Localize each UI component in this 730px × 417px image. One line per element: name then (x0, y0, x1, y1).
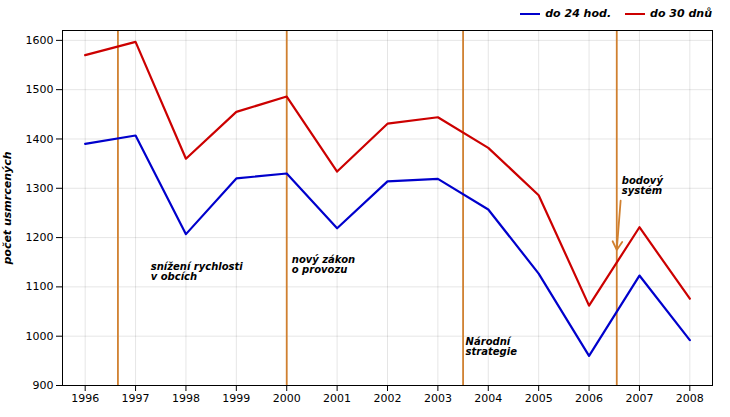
svg-text:1100: 1100 (26, 280, 54, 293)
svg-text:1997: 1997 (122, 392, 150, 405)
svg-text:1400: 1400 (26, 132, 54, 145)
svg-text:2007: 2007 (625, 392, 653, 405)
svg-text:Národnístrategie: Národnístrategie (466, 336, 518, 357)
svg-text:2002: 2002 (374, 392, 402, 405)
html-text:do 30 dnů: do 30 dnů (650, 7, 712, 20)
svg-text:2001: 2001 (323, 392, 351, 405)
svg-text:1300: 1300 (26, 182, 54, 195)
svg-text:1999: 1999 (222, 392, 250, 405)
svg-text:900: 900 (33, 379, 54, 392)
svg-text:nový zákono provozu: nový zákono provozu (292, 254, 355, 275)
svg-text:1000: 1000 (26, 330, 54, 343)
svg-text:1500: 1500 (26, 83, 54, 96)
svg-text:1998: 1998 (172, 392, 200, 405)
svg-text:1600: 1600 (26, 34, 54, 47)
svg-text:počet usmrcených: počet usmrcených (1, 151, 14, 265)
svg-text:2006: 2006 (575, 392, 603, 405)
svg-text:2008: 2008 (676, 392, 704, 405)
svg-text:2000: 2000 (273, 392, 301, 405)
svg-text:snížení rychlostiv obcích: snížení rychlostiv obcích (151, 261, 244, 282)
svg-text:1996: 1996 (71, 392, 99, 405)
svg-text:2005: 2005 (525, 392, 553, 405)
svg-text:2003: 2003 (424, 392, 452, 405)
svg-text:bodovýsystém: bodovýsystém (622, 175, 664, 196)
svg-text:2004: 2004 (474, 392, 502, 405)
svg-text:1200: 1200 (26, 231, 54, 244)
html-text:do 24 hod.: do 24 hod. (545, 7, 612, 20)
